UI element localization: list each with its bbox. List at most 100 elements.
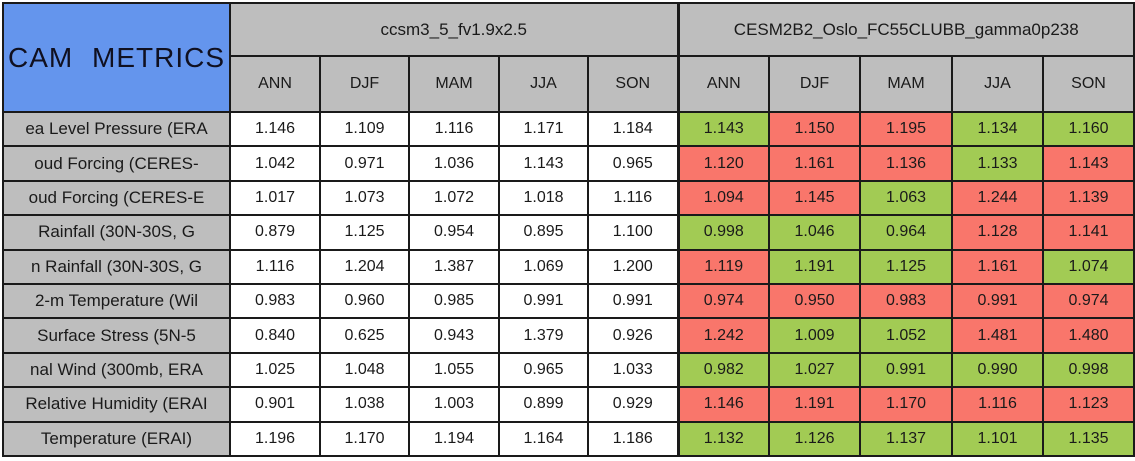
value-cell-m2-better: 0.991	[859, 351, 953, 389]
metric-label: n Rainfall (30N-30S, G	[2, 248, 231, 285]
value-cell-m1: 1.048	[319, 351, 410, 389]
table-row: n Rainfall (30N-30S, G 1.116 1.204 1.387 1.0…	[2, 248, 1135, 285]
value-cell-m1: 0.901	[229, 386, 321, 423]
value-cell-m2-worse: 0.974	[1042, 282, 1135, 320]
value-cell-m2-worse: 0.983	[859, 282, 953, 320]
value-cell-m1: 1.184	[587, 110, 679, 148]
value-cell-m1: 1.073	[319, 179, 410, 217]
value-cell-m2-better: 1.143	[676, 110, 770, 148]
season-header-m2-ann: ANN	[676, 55, 770, 113]
value-cell-m1: 1.109	[319, 110, 410, 148]
value-cell-m1: 1.194	[408, 420, 500, 457]
value-cell-m2-worse: 1.128	[951, 214, 1044, 251]
value-cell-m1: 0.929	[587, 386, 679, 423]
table-row: nal Wind (300mb, ERA 1.025 1.048 1.055 0.965…	[2, 351, 1135, 389]
value-cell-m1: 1.042	[229, 145, 321, 182]
table-title: CAM METRICS	[2, 2, 231, 113]
value-cell-m2-better: 1.132	[676, 420, 770, 457]
value-cell-m2-worse: 1.136	[859, 145, 953, 182]
value-cell-m1: 1.171	[498, 110, 589, 148]
value-cell-m1: 0.971	[319, 145, 410, 182]
value-cell-m1: 0.954	[408, 214, 500, 251]
value-cell-m2-worse: 1.195	[859, 110, 953, 148]
value-cell-m1: 1.100	[587, 214, 679, 251]
season-header-m1-ann: ANN	[229, 55, 321, 113]
value-cell-m1: 1.116	[229, 248, 321, 285]
value-cell-m1: 1.017	[229, 179, 321, 217]
value-cell-m1: 0.879	[229, 214, 321, 251]
value-cell-m2-better: 1.137	[859, 420, 953, 457]
value-cell-m1: 1.055	[408, 351, 500, 389]
value-cell-m2-better: 1.027	[768, 351, 861, 389]
value-cell-m2-better: 0.990	[951, 351, 1044, 389]
value-cell-m1: 1.387	[408, 248, 500, 285]
value-cell-m1: 0.895	[498, 214, 589, 251]
value-cell-m1: 0.965	[587, 145, 679, 182]
value-cell-m1: 0.960	[319, 282, 410, 320]
model-1-header: ccsm3_5_fv1.9x2.5	[229, 2, 679, 57]
value-cell-m2-worse: 0.974	[676, 282, 770, 320]
metric-label: Temperature (ERAI)	[2, 420, 231, 457]
value-cell-m2-worse: 1.242	[676, 317, 770, 354]
value-cell-m2-worse: 1.145	[768, 179, 861, 217]
season-header-m2-jja: JJA	[951, 55, 1044, 113]
metrics-rows: ea Level Pressure (ERA 1.146 1.109 1.116 1.1…	[2, 110, 1135, 457]
metric-label: Relative Humidity (ERAI	[2, 386, 231, 423]
value-cell-m1: 1.018	[498, 179, 589, 217]
value-cell-m1: 0.985	[408, 282, 500, 320]
value-cell-m2-worse: 1.481	[951, 317, 1044, 354]
metric-label: oud Forcing (CERES-E	[2, 179, 231, 217]
value-cell-m2-worse: 1.141	[1042, 214, 1135, 251]
value-cell-m2-worse: 1.161	[951, 248, 1044, 285]
value-cell-m2-better: 1.160	[1042, 110, 1135, 148]
value-cell-m1: 1.186	[587, 420, 679, 457]
value-cell-m2-better: 1.009	[768, 317, 861, 354]
value-cell-m2-better: 1.046	[768, 214, 861, 251]
season-header-m2-son: SON	[1042, 55, 1135, 113]
value-cell-m2-better: 0.998	[1042, 351, 1135, 389]
value-cell-m2-worse: 1.161	[768, 145, 861, 182]
value-cell-m1: 1.125	[319, 214, 410, 251]
value-cell-m2-worse: 1.244	[951, 179, 1044, 217]
value-cell-m1: 0.965	[498, 351, 589, 389]
value-cell-m1: 1.069	[498, 248, 589, 285]
value-cell-m2-worse: 0.991	[951, 282, 1044, 320]
table-row: 2-m Temperature (Wil 0.983 0.960 0.985 0.991…	[2, 282, 1135, 320]
value-cell-m1: 0.943	[408, 317, 500, 354]
value-cell-m2-better: 1.101	[951, 420, 1044, 457]
value-cell-m2-worse: 1.094	[676, 179, 770, 217]
season-header-m1-jja: JJA	[498, 55, 589, 113]
value-cell-m2-better: 1.191	[768, 248, 861, 285]
value-cell-m1: 1.170	[319, 420, 410, 457]
value-cell-m1: 1.116	[587, 179, 679, 217]
metric-label: ea Level Pressure (ERA	[2, 110, 231, 148]
metric-label: 2-m Temperature (Wil	[2, 282, 231, 320]
value-cell-m1: 1.164	[498, 420, 589, 457]
value-cell-m2-better: 1.133	[951, 145, 1044, 182]
value-cell-m1: 1.379	[498, 317, 589, 354]
value-cell-m2-worse: 0.950	[768, 282, 861, 320]
value-cell-m1: 1.038	[319, 386, 410, 423]
metric-label: Surface Stress (5N-5	[2, 317, 231, 354]
value-cell-m1: 1.033	[587, 351, 679, 389]
table-row: oud Forcing (CERES-E 1.017 1.073 1.072 1.018…	[2, 179, 1135, 217]
table-row: ea Level Pressure (ERA 1.146 1.109 1.116 1.1…	[2, 110, 1135, 148]
value-cell-m2-worse: 1.150	[768, 110, 861, 148]
value-cell-m2-worse: 1.119	[676, 248, 770, 285]
value-cell-m2-worse: 1.120	[676, 145, 770, 182]
metric-label: nal Wind (300mb, ERA	[2, 351, 231, 389]
value-cell-m1: 1.196	[229, 420, 321, 457]
value-cell-m1: 0.899	[498, 386, 589, 423]
value-cell-m2-better: 0.998	[676, 214, 770, 251]
value-cell-m1: 1.003	[408, 386, 500, 423]
table-row: Relative Humidity (ERAI 0.901 1.038 1.003 0.…	[2, 386, 1135, 423]
table-row: Surface Stress (5N-5 0.840 0.625 0.943 1.379…	[2, 317, 1135, 354]
value-cell-m1: 0.991	[587, 282, 679, 320]
value-cell-m2-better: 1.125	[859, 248, 953, 285]
value-cell-m1: 1.116	[408, 110, 500, 148]
value-cell-m2-worse: 1.480	[1042, 317, 1135, 354]
season-header-m1-djf: DJF	[319, 55, 410, 113]
value-cell-m1: 1.036	[408, 145, 500, 182]
season-header-m1-son: SON	[587, 55, 679, 113]
value-cell-m1: 1.143	[498, 145, 589, 182]
